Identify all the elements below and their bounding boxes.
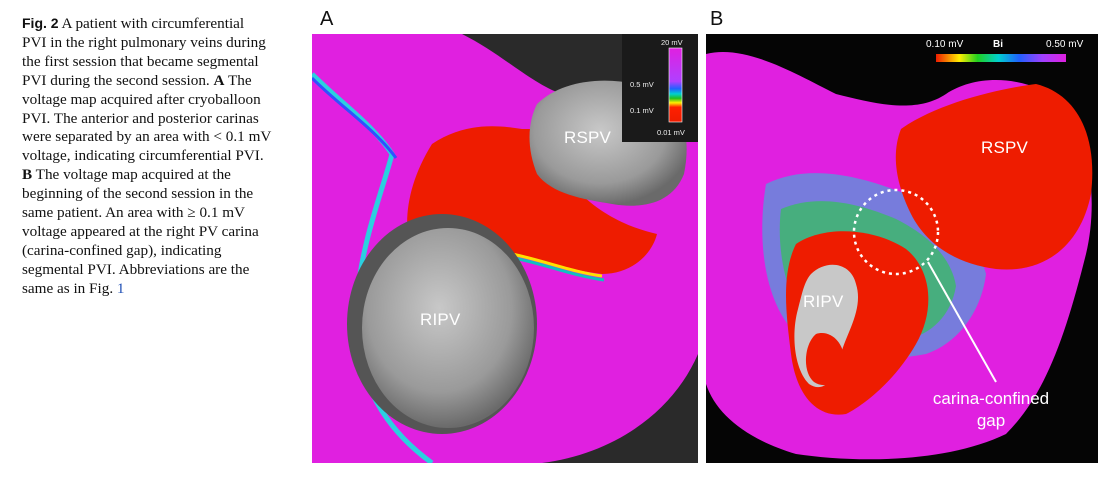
panel-a-rspv-label: RSPV xyxy=(564,128,612,147)
panel-b-map-drawing xyxy=(706,52,1093,460)
panel-a-map-drawing xyxy=(312,34,698,463)
scale-right-label: 0.50 mV xyxy=(1046,39,1084,50)
caption-text-b: The voltage map acquired at the beginnin… xyxy=(22,166,259,297)
scale-bottom-label: 0.01 mV xyxy=(657,128,685,137)
figure-label: Fig. 2 xyxy=(22,15,59,31)
figure-caption: Fig. 2 A patient with circumferential PV… xyxy=(22,14,272,299)
annotation-line-1: carina-confined xyxy=(932,389,1050,408)
caption-panel-b-letter: B xyxy=(22,166,33,184)
scale-mid2-label: 0.1 mV xyxy=(630,106,654,115)
caption-text-intro: A patient with circumferential PVI in th… xyxy=(22,15,266,89)
panel-b-ripv-label: RIPV xyxy=(803,292,844,311)
panel-b-rspv-label: RSPV xyxy=(981,138,1029,157)
panel-a-voltage-map: RSPV RIPV 20 mV 0.5 mV 0.1 mV 0.01 mV xyxy=(312,34,698,463)
panel-b-voltage-map: 0.10 mV Bi 0.50 mV RSPV RIPV carina-conf… xyxy=(706,34,1098,463)
scale-mid1-label: 0.5 mV xyxy=(630,80,654,89)
scale-left-label: 0.10 mV xyxy=(926,39,964,50)
scale-middle-label: Bi xyxy=(993,39,1003,50)
scale-top-label: 20 mV xyxy=(661,38,683,47)
annotation-line-2: gap xyxy=(976,411,1006,430)
panel-a-ripv-label: RIPV xyxy=(420,310,461,329)
figure-reference-link[interactable]: 1 xyxy=(116,279,125,297)
caption-panel-a-letter: A xyxy=(213,71,225,89)
carina-gap-annotation: carina-confined gap xyxy=(906,388,1076,432)
panel-b-letter: B xyxy=(710,8,724,30)
caption-text-a: The voltage map acquired after cryoballo… xyxy=(22,71,272,165)
panel-a-letter: A xyxy=(320,8,334,30)
